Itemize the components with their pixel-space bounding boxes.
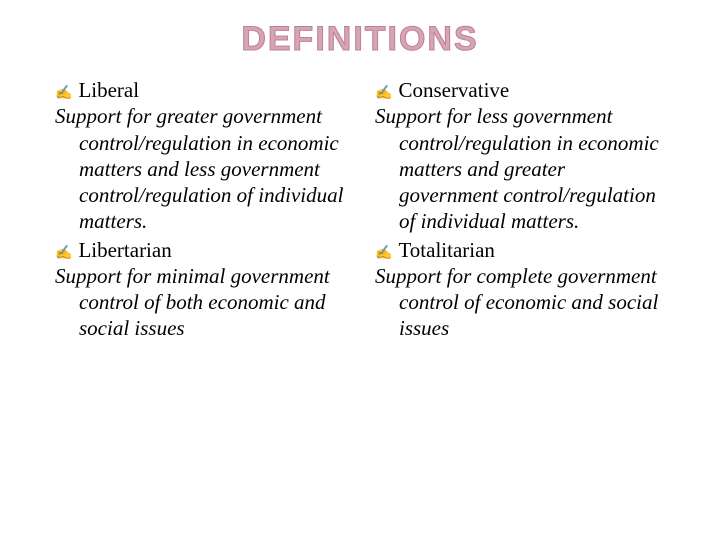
term-liberal: Liberal	[78, 77, 139, 103]
left-column: ✍ Liberal Support for greater government…	[55, 77, 345, 344]
bullet-icon: ✍	[55, 85, 72, 103]
def-liberal: Support for greater government control/r…	[55, 103, 345, 234]
slide-title: DEFINITIONS	[55, 20, 665, 59]
bullet-icon: ✍	[375, 245, 392, 263]
content-columns: ✍ Liberal Support for greater government…	[55, 77, 665, 344]
def-totalitarian: Support for complete government control …	[375, 263, 665, 342]
term-conservative: Conservative	[398, 77, 509, 103]
right-column: ✍ Conservative Support for less governme…	[375, 77, 665, 344]
bullet-icon: ✍	[375, 85, 392, 103]
term-libertarian: Libertarian	[78, 237, 171, 263]
term-conservative-line: ✍ Conservative	[375, 77, 665, 103]
term-liberal-line: ✍ Liberal	[55, 77, 345, 103]
bullet-icon: ✍	[55, 245, 72, 263]
term-totalitarian: Totalitarian	[398, 237, 495, 263]
def-libertarian: Support for minimal government control o…	[55, 263, 345, 342]
def-conservative: Support for less government control/regu…	[375, 103, 665, 234]
term-totalitarian-line: ✍ Totalitarian	[375, 237, 665, 263]
term-libertarian-line: ✍ Libertarian	[55, 237, 345, 263]
